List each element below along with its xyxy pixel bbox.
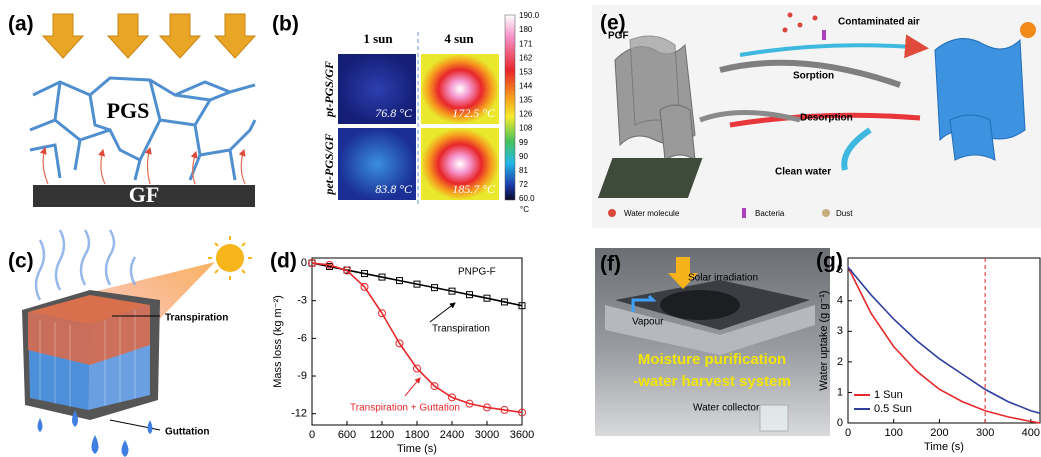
panel-b: (b) 1 sun 4 sun pt-PGS/GF pet-PGS/GF 76.… [272,11,540,214]
plot-frame [312,258,522,425]
x-axis-label: Time (s) [397,443,437,455]
x-tick-label: 300 [976,427,994,439]
label: Vapour [632,317,664,328]
y-axis-label: Mass loss (kg m⁻²) [272,295,284,388]
legend-label: 1 Sun [874,389,903,401]
temperature: 185.7 °C [452,182,496,196]
y-tick-label: 4 [837,295,843,307]
x-axis-label: Time (s) [924,441,964,453]
label: Solar irradiation [688,273,758,284]
y-tick-label: 2 [837,356,843,368]
y-tick-label: -9 [297,370,307,382]
temperature: 83.8 °C [375,182,413,196]
colorbar-tick-label: 171 [519,39,533,48]
panel-label: (a) [8,13,34,36]
y-axis-label: Water uptake (g g⁻¹) [818,290,830,390]
colorbar-tick-label: 180 [519,25,533,34]
temperature: 76.8 °C [375,106,413,120]
label: Water collector [693,403,760,414]
x-tick-label: 1200 [370,429,394,441]
label: Desorption [800,113,853,124]
colorbar-tick-label: 72 [519,180,528,189]
colorbar-tick-label: 190.0 [519,11,540,20]
y-tick-label: -6 [297,332,307,344]
panel-c: (c) Transpiration Guttation [8,230,252,457]
series-label: Transpiration [432,324,490,335]
colorbar-tick-label: 60.0 [519,194,535,203]
colorbar-tick-label: 90 [519,152,528,161]
annotation-arrow [430,303,455,322]
column-header: 4 sun [444,31,474,46]
panel-label: (b) [272,13,299,36]
label: PGF [608,31,629,42]
x-tick-label: 3600 [510,429,534,441]
legend-label: 0.5 Sun [874,403,912,415]
photo-title: Moisture purification [638,351,786,368]
panel-a: (a) PGS GF [8,13,255,208]
colorbar-tick-label: 99 [519,138,528,147]
colorbar-tick-label: 108 [519,124,533,133]
layer-label: PGS [107,98,150,123]
annotation: PNPG-F [458,267,496,278]
layer-label: GF [129,182,160,207]
photo-title: -water harvest system [633,373,791,390]
y-tick-label: 0 [837,417,843,429]
annotation: Guttation [165,427,209,438]
x-tick-label: 100 [885,427,903,439]
temperature: 172.5 °C [452,106,496,120]
x-tick-label: 200 [930,427,948,439]
x-tick-label: 400 [1022,427,1040,439]
panel-f: (f) Solar irradiation Vapour Moisture pu… [595,248,830,436]
column-header: 1 sun [363,31,393,46]
label: Sorption [793,71,834,82]
x-tick-label: 2400 [440,429,464,441]
label: Clean water [775,167,831,178]
colorbar-tick-label: 126 [519,110,533,119]
annotation: Transpiration [165,313,228,324]
x-tick-label: 600 [338,429,356,441]
colorbar [505,15,515,200]
legend-label: Water molecule [624,209,680,218]
colorbar-tick-label: 153 [519,67,533,76]
panel-label: (f) [600,253,621,276]
y-tick-label: 3 [837,325,843,337]
panel-e: (e) PGF Contaminated air Sorption Desorp… [592,5,1041,228]
annotation-arrow [405,378,420,396]
panel-label: (c) [8,250,34,273]
y-tick-label: -12 [291,408,307,420]
x-tick-label: 0 [309,429,315,441]
label: Contaminated air [838,17,920,28]
panel-label: (d) [270,250,297,273]
legend-label: Dust [836,209,853,218]
row-header: pet-PGS/GF [322,133,336,195]
x-tick-label: 3000 [475,429,499,441]
legend-label: Bacteria [755,209,785,218]
y-tick-label: 1 [837,386,843,398]
colorbar-tick-label: 135 [519,96,533,105]
colorbar-unit: °C [520,205,529,214]
x-tick-label: 0 [845,427,851,439]
row-header: pt-PGS/GF [322,61,336,118]
colorbar-tick-label: 81 [519,166,528,175]
x-tick-label: 1800 [405,429,429,441]
series-label: Transpiration + Guttation [350,403,460,414]
colorbar-tick-label: 162 [519,53,533,62]
figure: (a) PGS GF (b) 1 sun 4 sun pt-PGS/GF pet… [0,0,1041,457]
y-tick-label: 0 [301,257,307,269]
colorbar-tick-label: 144 [519,81,533,90]
y-tick-label: -3 [297,295,307,307]
series-line [312,263,522,412]
y-tick-label: 5 [837,264,843,276]
